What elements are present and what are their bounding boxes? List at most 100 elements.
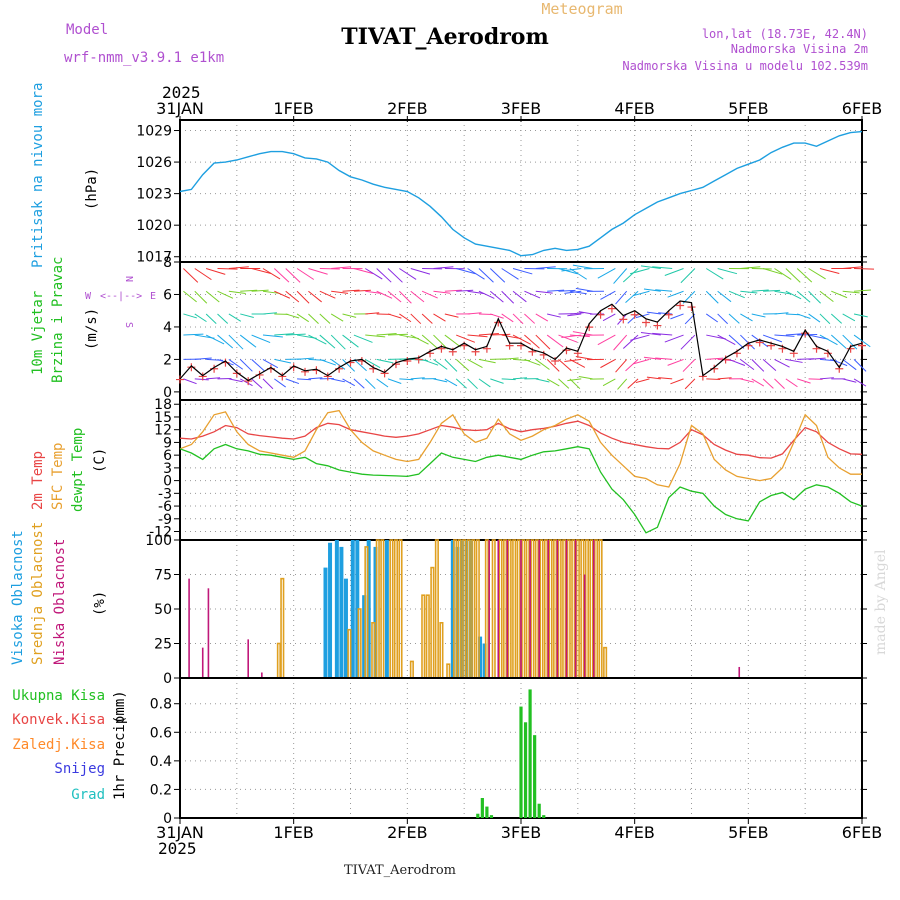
wind-arrow [319, 313, 331, 324]
wind-arrow [831, 290, 848, 299]
wind-gust-mark [391, 360, 400, 369]
wind-arrow [613, 334, 628, 351]
wind-arrow [600, 290, 616, 300]
mid-cloud-bar [491, 539, 496, 679]
wind-arrow [615, 290, 628, 305]
mid-cloud-bar [584, 539, 589, 679]
pressure-ylabel: Pritisak na nivou mora [30, 83, 46, 268]
wind-arrow [853, 334, 871, 348]
cloud-units: (%) [92, 591, 108, 616]
wind-gust-mark [301, 367, 310, 376]
y-tick-label: 6 [163, 287, 172, 303]
wind-arrow [717, 290, 732, 303]
credit-text: made by Angel [873, 549, 889, 655]
wind-arrow [535, 266, 556, 269]
wind-arrow [625, 359, 639, 372]
wind-arrow [615, 359, 628, 373]
wind-arrow [740, 334, 755, 350]
wind-arrow [740, 313, 753, 322]
wind-arrow [740, 378, 755, 383]
wind-arrow [785, 358, 803, 363]
wind-arrow [251, 359, 265, 372]
wind-arrow [652, 266, 673, 269]
mid-cloud-bar [543, 539, 549, 679]
panel-pressure: 1017 1020 1023 1026 1029 [136, 119, 867, 266]
y-tick-label: 0.2 [150, 782, 172, 798]
wind-arrow [853, 313, 868, 318]
mid-cloud-bar [389, 539, 394, 679]
high-cloud-bar [482, 643, 487, 678]
wind-arrow [567, 313, 582, 317]
panel-clouds: 0 25 50 75 100 [145, 533, 867, 687]
wind-arrow [285, 290, 300, 303]
wind-arrow [342, 289, 360, 292]
high-cloud-bar [468, 540, 473, 678]
wind-arrow [308, 334, 327, 345]
wind-ylabel2: Brzina i Pravac [50, 257, 66, 383]
wind-arrow [365, 312, 380, 315]
panel-wind: 0 2 4 6 8 [163, 255, 875, 401]
bottom-tick-label: 31JAN [156, 823, 204, 842]
wind-arrow [330, 334, 346, 350]
wind-arrow [467, 268, 485, 280]
wind-arrow [853, 378, 867, 387]
wind-arrow [331, 266, 352, 269]
precip-bar [485, 806, 489, 818]
wind-arrow [597, 334, 616, 346]
wind-arrow [501, 313, 514, 323]
wind-arrow [796, 290, 811, 303]
wind-arrow [444, 334, 462, 348]
temp-units: (C) [92, 448, 108, 473]
wind-arrow [751, 313, 766, 318]
wind-arrow [640, 265, 661, 269]
wind-gust-mark [607, 304, 616, 313]
wind-arrow [808, 313, 821, 323]
bottom-tick-label: 5FEB [728, 823, 768, 842]
mid-cloud-bar [421, 594, 426, 679]
y-tick-label: 75 [154, 568, 172, 584]
y-tick-label: -9 [158, 512, 172, 528]
low-cloud-bar [520, 540, 522, 678]
mid-cloud-bar [364, 546, 369, 679]
wind-arrow [433, 290, 451, 294]
wind-arrow [205, 268, 226, 275]
wind-arrow [751, 289, 769, 292]
temp-label-sfc: SFC Temp [50, 443, 66, 510]
precip-bar [480, 798, 484, 818]
wind-arrow [664, 268, 684, 276]
wind-arrow [251, 268, 272, 274]
wind-arrow [319, 267, 340, 270]
wind-arrow [410, 334, 429, 345]
y-tick-label: 0 [163, 671, 172, 687]
precip-label-graupel: Grad [71, 787, 105, 803]
wind-gust-mark [676, 301, 685, 310]
wind-arrow [444, 289, 462, 292]
mid-cloud-bar [534, 539, 539, 679]
mid-cloud-bar [484, 539, 489, 679]
wind-arrow [387, 378, 402, 384]
wind-units: (m/s) [84, 308, 100, 350]
wind-arrow [376, 333, 397, 336]
wind-arrow [762, 334, 783, 343]
wind-arrow [547, 289, 565, 292]
wind-arrow [785, 378, 798, 388]
y-tick-label: 2 [163, 352, 172, 368]
wind-arrow [717, 313, 729, 325]
high-cloud-bar [459, 540, 464, 678]
wind-arrow [564, 290, 582, 294]
elevation-line: Nadmorska Visina 2m [731, 42, 868, 56]
wind-arrow [728, 334, 745, 349]
top-tick-label: 3FEB [501, 99, 541, 118]
model-elevation-line: Nadmorska Visina u modelu 102.539m [622, 59, 868, 73]
wind-arrow [558, 334, 578, 343]
wind-gust-mark [323, 372, 332, 381]
model-label: Model [66, 22, 108, 38]
mid-cloud-bar [512, 539, 517, 679]
wind-arrow [842, 290, 860, 294]
wind-arrow [569, 334, 590, 338]
wind-arrow [183, 313, 197, 319]
wind-arrow [217, 334, 234, 349]
wind-arrow [706, 378, 721, 380]
wind-arrow [652, 332, 673, 336]
wind-arrow [622, 334, 639, 349]
